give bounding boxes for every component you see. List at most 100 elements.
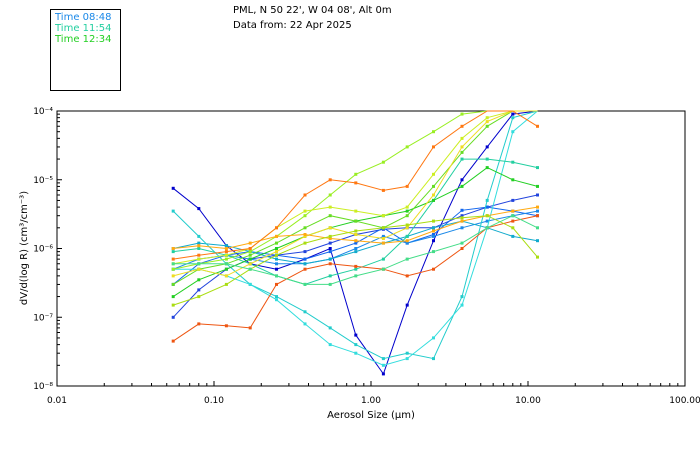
series-point (275, 241, 278, 245)
series-point (303, 310, 307, 314)
series-point (224, 257, 228, 261)
series-point (303, 234, 307, 238)
x-tick-label: 0.01 (47, 396, 67, 406)
legend-box: Time 08:48 Time 11:54 Time 12:34 (50, 9, 121, 91)
series-point (405, 351, 409, 355)
series-point (328, 257, 332, 261)
series-point (381, 363, 385, 367)
series-point (303, 267, 307, 271)
series-point (511, 219, 515, 223)
series-point (511, 234, 515, 238)
series-point (460, 226, 464, 230)
series-point (275, 274, 278, 278)
series-point (171, 257, 175, 261)
series-point (248, 326, 252, 330)
series-point (171, 247, 175, 250)
series-point (248, 257, 252, 261)
series-point (171, 209, 175, 213)
series-point (381, 160, 385, 164)
series-point (303, 322, 307, 326)
series-point (405, 214, 409, 218)
series-point (432, 130, 435, 134)
series-point (171, 186, 175, 190)
series-point (328, 247, 332, 250)
series-point (224, 274, 228, 278)
series-point (303, 193, 307, 197)
series-point (432, 239, 435, 243)
series-point (354, 219, 358, 223)
series-point (460, 178, 464, 182)
series-point (381, 257, 385, 261)
series-point (328, 262, 332, 266)
series-point (405, 357, 409, 361)
legend-item-1: Time 08:48 (55, 12, 112, 23)
series-point (275, 282, 278, 286)
series-line-18 (173, 215, 538, 285)
series-point (354, 172, 358, 176)
series-point (405, 239, 409, 243)
series-point (460, 216, 464, 220)
series-point (536, 184, 539, 188)
series-point (405, 303, 409, 307)
series-point (354, 229, 358, 233)
series-point (432, 336, 435, 340)
series-point (511, 116, 515, 120)
series-point (197, 257, 201, 261)
series-point (275, 234, 278, 238)
series-point (460, 214, 464, 218)
series-point (328, 226, 332, 230)
series-point (248, 282, 252, 286)
series-point (381, 234, 385, 238)
series-point (275, 298, 278, 302)
series-point (171, 315, 175, 319)
x-tick-label: 10.00 (515, 396, 541, 406)
series-point (275, 262, 278, 266)
date-header: Data from: 22 Apr 2025 (233, 20, 352, 31)
series-point (354, 333, 358, 337)
series-point (460, 303, 464, 307)
plot-frame (56, 110, 686, 387)
series-point (536, 255, 539, 259)
series-point (536, 239, 539, 243)
series-point (328, 241, 332, 245)
series-point (224, 244, 228, 248)
series-point (460, 295, 464, 299)
series-point (432, 226, 435, 230)
series-point (275, 253, 278, 257)
series-point (354, 233, 358, 236)
series-point (432, 233, 435, 236)
series-point (275, 295, 278, 299)
series-point (328, 214, 332, 218)
y-tick-label: 10⁻⁷ (33, 313, 53, 323)
series-point (197, 241, 201, 245)
series-point (303, 241, 307, 245)
series-point (536, 193, 539, 197)
series-point (248, 262, 252, 266)
series-point (460, 136, 464, 140)
series-point (511, 214, 515, 218)
series-point (197, 234, 201, 238)
series-point (536, 166, 539, 170)
series-point (354, 267, 358, 271)
y-tick-label: 10⁻⁶ (33, 245, 53, 255)
series-line-15 (173, 110, 538, 260)
series-point (224, 267, 228, 271)
series-point (197, 253, 201, 257)
series-point (381, 188, 385, 192)
series-point (197, 295, 201, 299)
series-point (303, 233, 307, 236)
series-point (405, 205, 409, 209)
series-point (248, 247, 252, 250)
series-point (328, 205, 332, 209)
series-point (432, 193, 435, 197)
series-point (197, 247, 201, 250)
series-point (275, 226, 278, 230)
series-point (354, 209, 358, 213)
series-point (171, 267, 175, 271)
series-point (381, 267, 385, 271)
series-point (275, 250, 278, 254)
series-point (224, 253, 228, 257)
series-point (381, 241, 385, 245)
series-point (460, 208, 464, 212)
series-point (224, 250, 228, 254)
